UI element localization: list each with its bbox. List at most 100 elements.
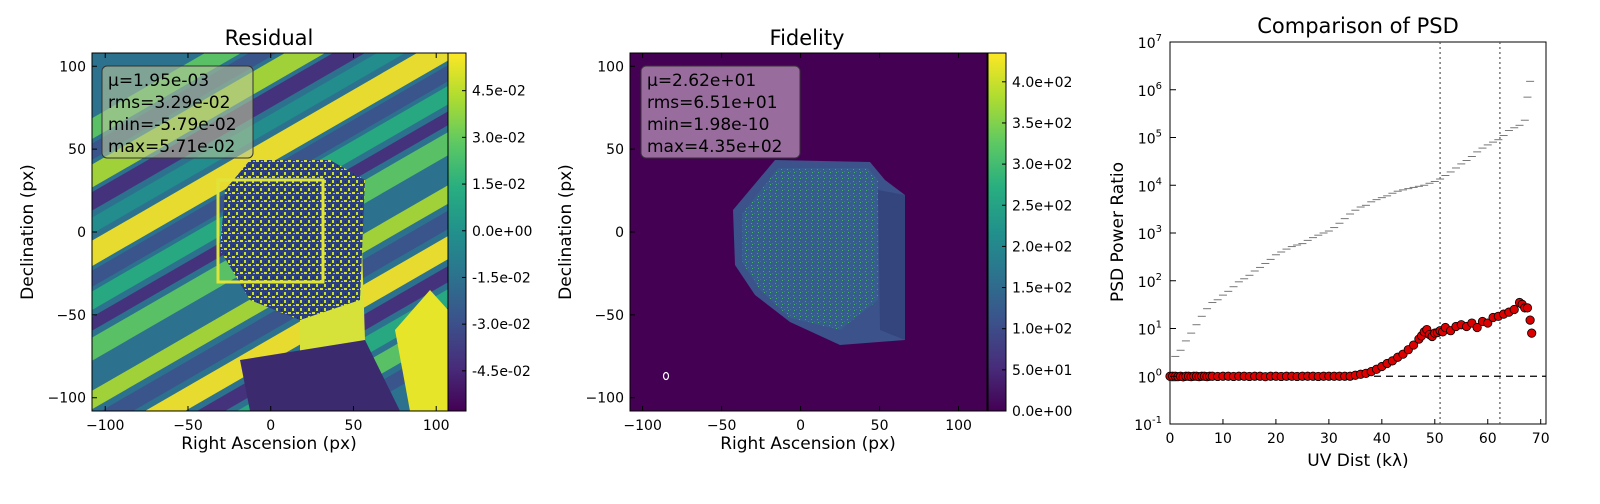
psd-y-tick-exponent: 7: [1156, 33, 1162, 44]
psd-y-tick-base: 10: [1138, 179, 1156, 195]
psd-red-marker: [1472, 322, 1482, 333]
psd-red-marker: [1522, 303, 1533, 313]
x-tick-label: −100: [86, 418, 124, 434]
colorbar-tick-label: 4.5e-02: [472, 84, 526, 100]
colorbar-tick-label: 1.5e-02: [472, 177, 526, 193]
residual-source-region: [220, 160, 365, 320]
psd-red-marker: [1525, 315, 1535, 325]
colorbar-tick-label: 0.0e+00: [472, 224, 532, 240]
colorbar-tick-label: 0.0e+00: [1012, 404, 1072, 420]
y-tick-label: −50: [594, 308, 624, 324]
psd-y-tick-label: 107: [1138, 33, 1162, 52]
psd-x-tick-label: 0: [1166, 431, 1175, 447]
psd-y-tick-label: 105: [1138, 129, 1162, 148]
residual-ylabel: Declination (px): [18, 164, 38, 300]
residual-stat-min: min=-5.79e-02: [108, 115, 237, 135]
colorbar-tick-label: 3.0e-02: [472, 130, 526, 146]
psd-y-tick-exponent: 1: [1156, 320, 1162, 331]
residual-stat-max: max=5.71e-02: [108, 137, 235, 157]
colorbar-tick-label: 2.5e+02: [1012, 198, 1072, 214]
residual-stat-rms: rms=3.29e-02: [108, 93, 230, 113]
x-tick-label: −100: [623, 418, 661, 434]
psd-x-tick-label: 10: [1214, 431, 1232, 447]
psd-y-tick-base: 10: [1138, 36, 1156, 52]
psd-y-tick-label: 102: [1138, 272, 1162, 291]
x-tick-label: 50: [345, 418, 363, 434]
psd-red-marker: [1509, 304, 1519, 315]
y-tick-label: 50: [68, 142, 86, 158]
psd-title: Comparison of PSD: [1257, 14, 1459, 38]
psd-x-tick-label: 60: [1479, 431, 1497, 447]
y-tick-label: 100: [597, 59, 624, 75]
psd-y-tick-label: 101: [1138, 320, 1162, 339]
residual-stat-mean: μ=1.95e-03: [108, 71, 209, 91]
x-tick-label: 0: [266, 418, 275, 434]
fidelity-speckle-region: [742, 168, 878, 330]
psd-ylabel: PSD Power Ratio: [1108, 162, 1128, 302]
psd-red-series: [1165, 297, 1537, 382]
psd-y-tick-label: 106: [1138, 81, 1162, 100]
psd-y-tick-exponent: 2: [1156, 272, 1162, 283]
residual-stats-box: μ=1.95e-03 rms=3.29e-02 min=-5.79e-02 ma…: [101, 65, 254, 159]
y-tick-label: −50: [56, 308, 86, 324]
fidelity-stat-rms: rms=6.51e+01: [647, 93, 778, 113]
colorbar-tick-label: 1.5e+02: [1012, 281, 1072, 297]
psd-y-tick-exponent: 5: [1156, 129, 1162, 140]
x-tick-label: 50: [871, 418, 889, 434]
fidelity-panel: Fidelity μ=2.62e+01 rms=6.51e+01 min=1.9…: [556, 26, 1072, 454]
y-tick-label: −100: [586, 391, 624, 407]
residual-axes: −100 −50 0 50 100 100 50 0 −50 −100: [48, 53, 450, 434]
fidelity-stats-box: μ=2.62e+01 rms=6.51e+01 min=1.98e-10 max…: [640, 65, 801, 159]
colorbar-tick-label: 5.0e+01: [1012, 363, 1072, 379]
psd-panel: Comparison of PSD 0 10 20 30 40 50 60 701071061…: [1108, 14, 1550, 471]
x-tick-label: 100: [423, 418, 450, 434]
psd-x-tick-label: 40: [1373, 431, 1391, 447]
y-tick-label: 0: [77, 225, 86, 241]
residual-xlabel: Right Ascension (px): [181, 434, 357, 454]
psd-y-tick-exponent: 6: [1156, 81, 1162, 92]
y-tick-label: −100: [48, 391, 86, 407]
residual-dark-region: [240, 340, 400, 411]
fidelity-stat-max: max=4.35e+02: [647, 137, 782, 157]
y-tick-label: 0: [615, 225, 624, 241]
colorbar-tick-label: -3.0e-02: [472, 317, 531, 333]
psd-y-tick-base: 10: [1138, 132, 1156, 148]
psd-y-tick-exponent: 3: [1156, 224, 1162, 235]
y-tick-label: 50: [606, 142, 624, 158]
psd-red-marker: [1527, 328, 1537, 338]
psd-y-tick-base: 10: [1138, 84, 1156, 100]
psd-y-tick-exponent: 0: [1156, 367, 1162, 378]
colorbar-tick-label: -1.5e-02: [472, 270, 531, 286]
colorbar-tick-label: 2.0e+02: [1012, 239, 1072, 255]
psd-red-marker: [1409, 340, 1419, 350]
x-tick-label: −50: [707, 418, 737, 434]
colorbar-tick-label: 1.0e+02: [1012, 322, 1072, 338]
fidelity-title: Fidelity: [770, 26, 845, 50]
y-tick-label: 100: [59, 59, 86, 75]
psd-grey-series: [1168, 80, 1535, 382]
fidelity-colorbar-ticks: 4.0e+02 3.5e+02 3.0e+02 2.5e+02 2.0e+02 1.5e+…: [1002, 75, 1072, 420]
psd-x-tick-label: 50: [1426, 431, 1444, 447]
fidelity-stat-min: min=1.98e-10: [647, 115, 769, 135]
psd-y-tick-base: 10: [1138, 275, 1156, 291]
fidelity-beam-ellipse: [662, 371, 670, 381]
psd-y-tick-exponent: 4: [1156, 176, 1162, 187]
fidelity-stat-mean: μ=2.62e+01: [647, 71, 756, 91]
residual-inner-square: [216, 178, 325, 284]
fidelity-xlabel: Right Ascension (px): [720, 434, 896, 454]
colorbar-tick-label: 4.0e+02: [1012, 75, 1072, 91]
psd-y-tick-label: 100: [1138, 367, 1162, 386]
fidelity-colorbar: [987, 52, 1007, 412]
psd-y-tick-base: 10: [1138, 227, 1156, 243]
psd-y-tick-base: 10: [1134, 418, 1152, 434]
psd-y-tick-label: 103: [1138, 224, 1162, 243]
residual-colorbar-ticks: 4.5e-02 3.0e-02 1.5e-02 0.0e+00 -1.5e-02 -3.0…: [462, 84, 532, 380]
psd-y-tick-base: 10: [1138, 370, 1156, 386]
psd-x-tick-label: 70: [1532, 431, 1550, 447]
psd-red-marker: [1483, 318, 1493, 328]
fidelity-ylabel: Declination (px): [556, 164, 576, 300]
colorbar-tick-label: -4.5e-02: [472, 364, 531, 380]
residual-colorbar: [447, 52, 467, 412]
psd-plot-frame: [1169, 41, 1547, 425]
